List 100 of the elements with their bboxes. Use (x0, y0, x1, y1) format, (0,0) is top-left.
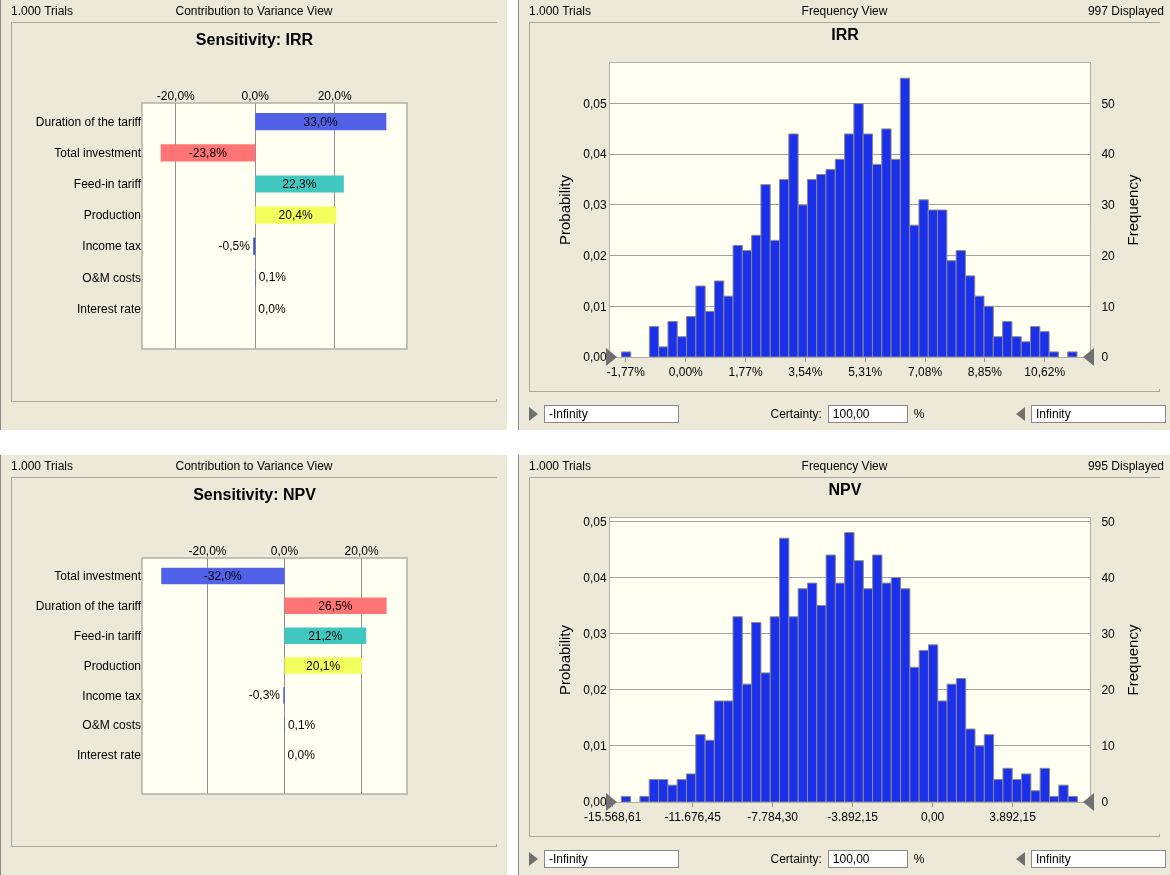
data-label: -0,3% (248, 688, 281, 703)
x-tick-label: -20,0% (188, 543, 227, 558)
text: Certainty: (770, 852, 822, 866)
y-tick-label: Interest rate (76, 748, 142, 763)
y-tick-label: 0,00 (583, 350, 607, 365)
y2-tick-label: 0 (1101, 350, 1109, 365)
data-label: 0,1% (287, 718, 316, 733)
data-label: 0,1% (258, 270, 287, 285)
text: Infinity (1031, 850, 1166, 868)
data-label: 20,4% (278, 208, 313, 223)
y2-tick-label: 20 (1101, 682, 1116, 697)
text: 1.000 Trials (529, 4, 592, 18)
y2-axis-title: Frequency (1123, 174, 1141, 246)
y-tick-label: 0,03 (583, 626, 607, 641)
y2-tick-label: 10 (1101, 299, 1116, 314)
x-tick-label: 8,85% (967, 365, 1003, 380)
x-tick-label: 20,0% (344, 543, 379, 558)
y-tick-label: 0,05 (583, 96, 607, 111)
x-tick-label: -3.892,15 (827, 810, 879, 825)
text: Frequency View (801, 459, 888, 473)
x-tick-label: -15.568,61 (584, 810, 642, 825)
y2-axis-title: Frequency (1123, 624, 1141, 696)
y-tick-label: Feed-in tariff (73, 177, 142, 192)
x-tick-label: 7,08% (908, 365, 943, 380)
y2-tick-label: 40 (1101, 147, 1116, 162)
y-tick-label: 0,01 (583, 299, 607, 314)
y2-tick-label: 10 (1101, 739, 1116, 754)
text: 1.000 Trials (11, 459, 74, 473)
y-tick-label: Interest rate (76, 301, 142, 316)
y-tick-label: 0,00 (583, 795, 607, 810)
y-tick-label: Duration of the tariff (35, 114, 142, 129)
x-tick-label: 0,0% (241, 88, 270, 103)
y-tick-label: Income tax (82, 688, 141, 703)
chart-title: IRR (831, 25, 860, 43)
text: 100,00 (827, 850, 908, 868)
x-tick-label: 0,00 (920, 810, 945, 825)
y2-tick-label: 30 (1101, 198, 1116, 213)
y2-tick-label: 50 (1101, 96, 1116, 111)
bar (255, 113, 387, 131)
bar (284, 627, 367, 644)
text: Contribution to Variance View (175, 459, 333, 473)
data-label: 20,1% (306, 658, 341, 673)
x-tick-label: -11.676,45 (664, 810, 722, 825)
y-tick-label: O&M costs (82, 270, 141, 285)
y-tick-label: O&M costs (82, 718, 141, 733)
data-label: 0,0% (258, 301, 286, 316)
y-tick-label: Total investment (54, 569, 142, 584)
y-tick-label: 0,04 (583, 147, 607, 162)
text: Certainty: (770, 407, 822, 421)
y-tick-label: Production (83, 658, 141, 673)
text: -Infinity (544, 405, 679, 423)
y-tick-label: Total investment (54, 146, 142, 161)
data-label: 0,0% (287, 748, 316, 763)
y-tick-label: 0,05 (583, 514, 607, 529)
data-label: 26,5% (318, 598, 353, 613)
y-tick-label: Feed-in tariff (73, 628, 142, 643)
y-tick-label: 0,01 (583, 739, 607, 754)
data-label: 22,3% (282, 176, 317, 191)
x-tick-label: -1,77% (606, 365, 646, 380)
data-label: -23,8% (188, 145, 228, 160)
x-tick-label: 1,77% (728, 365, 763, 380)
x-tick-label: 10,62% (1024, 365, 1066, 380)
y-tick-label: Income tax (82, 239, 141, 254)
bar (255, 175, 344, 193)
y-axis-title: Probability (556, 174, 573, 246)
data-label: -0,5% (218, 239, 251, 254)
x-tick-label: 20,0% (317, 88, 353, 103)
text: Contribution to Variance View (175, 4, 333, 18)
x-tick-label: 0,0% (270, 543, 299, 558)
y2-tick-label: 50 (1101, 514, 1116, 529)
x-tick-label: 3,54% (788, 365, 823, 380)
text: 100,00 (827, 405, 908, 423)
text: 995 Displayed (1087, 459, 1164, 473)
x-tick-label: -7.784,30 (747, 810, 799, 825)
y-tick-label: 0,02 (583, 248, 607, 263)
x-tick-label: -20,0% (156, 88, 196, 103)
chart-title: Sensitivity: NPV (193, 486, 317, 504)
y-tick-label: 0,02 (583, 682, 607, 697)
y-tick-label: Production (83, 208, 141, 223)
text: 1.000 Trials (529, 459, 592, 473)
text: Frequency View (801, 4, 888, 18)
x-tick-label: 3.892,15 (989, 810, 1037, 825)
text: Infinity (1031, 405, 1166, 423)
data-label: 21,2% (308, 628, 343, 643)
y-tick-label: Duration of the tariff (35, 599, 142, 613)
data-label: -32,0% (203, 568, 243, 583)
y-tick-label: 0,03 (583, 198, 607, 213)
text: % (913, 852, 925, 866)
text: -Infinity (544, 850, 679, 868)
y2-tick-label: 40 (1101, 570, 1116, 585)
y2-tick-label: 0 (1101, 795, 1109, 810)
y2-tick-label: 20 (1101, 248, 1116, 263)
y2-tick-label: 30 (1101, 626, 1116, 641)
chart-title: Sensitivity: IRR (195, 31, 314, 49)
text: 997 Displayed (1087, 4, 1164, 18)
chart-title: NPV (828, 480, 862, 498)
text: % (913, 407, 925, 421)
y-axis-title: Probability (556, 624, 573, 696)
x-tick-label: 5,31% (848, 365, 883, 380)
y-tick-label: 0,04 (583, 570, 607, 585)
